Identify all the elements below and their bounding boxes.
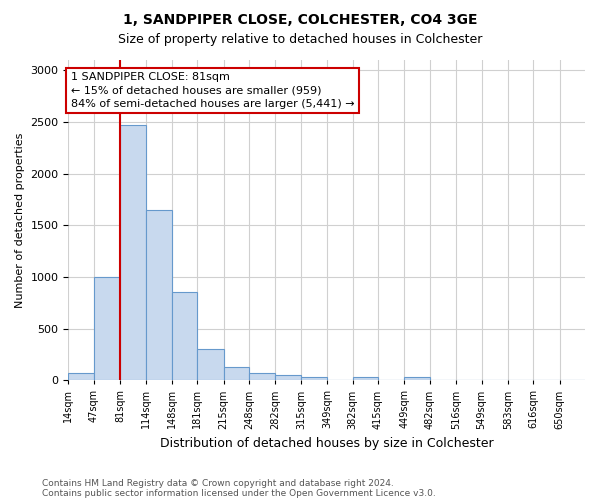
Bar [120, 124, 146, 380]
Bar [172, 292, 197, 380]
Text: Contains HM Land Registry data © Crown copyright and database right 2024.: Contains HM Land Registry data © Crown c… [42, 478, 394, 488]
Text: Contains public sector information licensed under the Open Government Licence v3: Contains public sector information licen… [42, 488, 436, 498]
Bar [404, 377, 430, 380]
Bar [275, 374, 301, 380]
Text: 1, SANDPIPER CLOSE, COLCHESTER, CO4 3GE: 1, SANDPIPER CLOSE, COLCHESTER, CO4 3GE [123, 12, 477, 26]
Bar [94, 277, 120, 380]
Bar [249, 372, 275, 380]
Text: 1 SANDPIPER CLOSE: 81sqm
← 15% of detached houses are smaller (959)
84% of semi-: 1 SANDPIPER CLOSE: 81sqm ← 15% of detach… [71, 72, 355, 109]
Bar [353, 377, 378, 380]
Bar [301, 377, 327, 380]
Bar [68, 372, 94, 380]
Bar [146, 210, 172, 380]
Text: Size of property relative to detached houses in Colchester: Size of property relative to detached ho… [118, 32, 482, 46]
Bar [197, 350, 224, 380]
Y-axis label: Number of detached properties: Number of detached properties [15, 132, 25, 308]
Bar [224, 367, 249, 380]
X-axis label: Distribution of detached houses by size in Colchester: Distribution of detached houses by size … [160, 437, 494, 450]
